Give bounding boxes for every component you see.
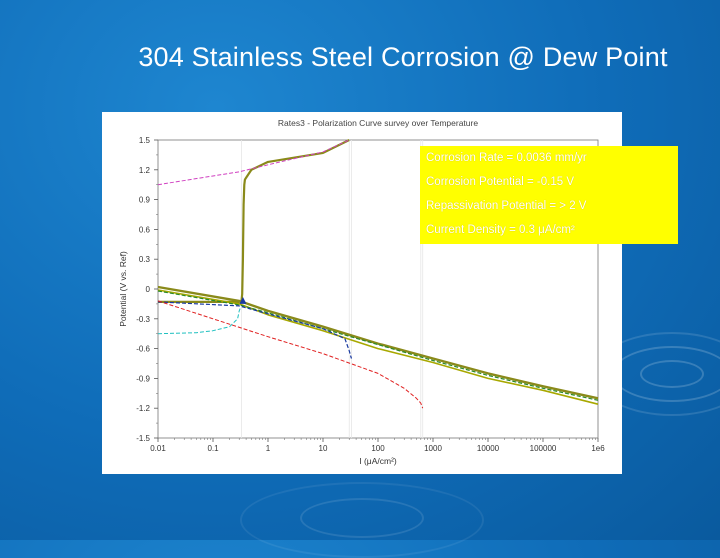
series-line-3 bbox=[157, 290, 599, 401]
y-tick-label: -1.5 bbox=[136, 434, 150, 443]
y-tick-label: 1.5 bbox=[139, 136, 151, 145]
series-line-5 bbox=[157, 301, 353, 359]
x-tick-label: 100000 bbox=[530, 444, 557, 453]
x-tick-label: 10000 bbox=[477, 444, 500, 453]
y-axis-label: Potential (V vs. Ref) bbox=[118, 251, 128, 327]
y-tick-label: -0.6 bbox=[136, 345, 150, 354]
polarization-chart: Rates3 - Polarization Curve survey over … bbox=[118, 118, 605, 466]
y-tick-label: -0.9 bbox=[136, 374, 150, 383]
x-tick-label: 10 bbox=[319, 444, 328, 453]
ripple-decoration bbox=[240, 482, 484, 558]
x-tick-label: 0.1 bbox=[207, 444, 219, 453]
series-line-7 bbox=[157, 300, 424, 409]
y-tick-label: -1.2 bbox=[136, 404, 150, 413]
x-tick-label: 1e6 bbox=[591, 444, 605, 453]
y-tick-label: -0.3 bbox=[136, 315, 150, 324]
y-tick-label: 0.6 bbox=[139, 225, 151, 234]
series-line-4 bbox=[157, 139, 350, 186]
repassivation-potential-text: Repassivation Potential = > 2 V bbox=[426, 200, 587, 212]
current-density-text: Current Density = 0.3 μA/cm² bbox=[426, 224, 575, 236]
corrosion-rate-text: Corrosion Rate = 0.0036 mm/yr bbox=[426, 152, 587, 164]
x-tick-label: 100 bbox=[371, 444, 385, 453]
x-tick-label: 1 bbox=[266, 444, 271, 453]
series-line-1 bbox=[157, 285, 599, 400]
series-line-2 bbox=[157, 289, 599, 405]
y-tick-label: 1.2 bbox=[139, 166, 151, 175]
results-box: Corrosion Rate = 0.0036 mm/yr Corrosion … bbox=[420, 146, 678, 244]
corrosion-potential-text: Corrosion Potential = -0.15 V bbox=[426, 176, 574, 188]
y-tick-label: 0.3 bbox=[139, 255, 151, 264]
chart-title: Rates3 - Polarization Curve survey over … bbox=[278, 118, 478, 128]
x-tick-label: 1000 bbox=[424, 444, 442, 453]
slide-title: 304 Stainless Steel Corrosion @ Dew Poin… bbox=[138, 42, 668, 72]
x-axis-label: I (μA/cm²) bbox=[359, 456, 397, 466]
corrosion-potential-marker bbox=[239, 296, 247, 304]
y-tick-label: 0.9 bbox=[139, 196, 151, 205]
series-line-0 bbox=[158, 139, 350, 303]
x-tick-label: 0.01 bbox=[150, 444, 166, 453]
series-line-6 bbox=[157, 306, 242, 335]
y-tick-label: 0 bbox=[146, 285, 151, 294]
